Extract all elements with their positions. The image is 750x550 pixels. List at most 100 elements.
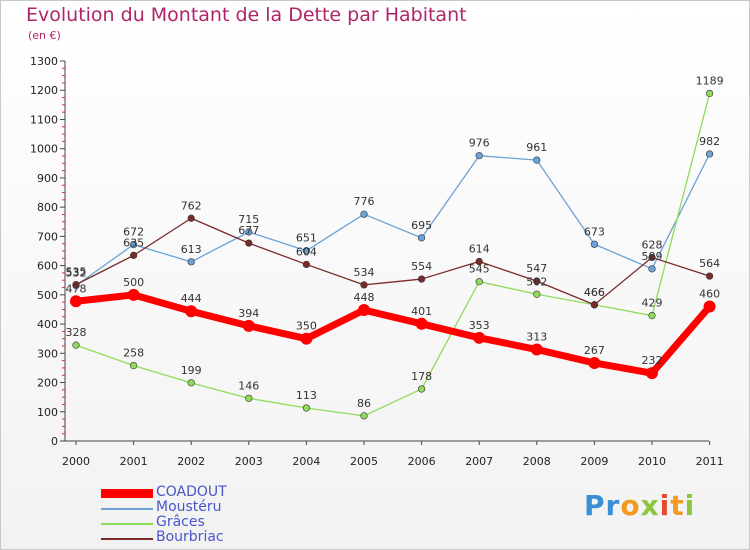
data-label: 982 [699,135,720,148]
data-point [533,156,541,164]
y-tick-label: 1200 [30,84,58,97]
data-point [72,341,80,349]
data-point [130,361,138,370]
x-tick-label: 2003 [235,455,263,468]
data-point [475,152,483,160]
data-point [245,228,253,236]
data-label: 672 [123,226,144,239]
series-line-2 [75,92,711,417]
data-point [648,265,656,273]
data-point [187,214,195,222]
chart-title: Evolution du Montant de la Dette par Hab… [26,4,467,26]
data-label: 258 [123,347,144,360]
data-point [418,275,426,283]
data-label: 961 [526,141,547,154]
data-label: 232 [642,354,663,367]
data-label: 146 [238,379,259,392]
proxiti-logo: Proxiti [584,489,696,522]
x-tick-label: 2001 [120,455,148,468]
data-point [648,253,656,262]
legend-label: Moustéru [156,499,222,515]
data-point [130,251,138,259]
data-label: 401 [411,305,432,318]
data-point [300,332,313,345]
data-point [475,257,483,266]
x-tick-label: 2006 [408,455,436,468]
data-label: 478 [66,282,87,295]
data-label: 762 [181,199,202,212]
data-point [187,379,195,387]
data-point [590,301,599,309]
data-label: 178 [411,370,432,383]
data-point [418,234,426,242]
data-point [703,300,716,313]
x-tick-label: 2009 [580,455,608,468]
data-point [646,367,658,380]
data-label: 547 [526,262,547,275]
series-line-0 [72,291,714,377]
y-tick-label: 1000 [30,143,58,156]
y-tick-label: 0 [51,435,58,448]
data-label: 353 [469,319,490,332]
data-point [185,305,198,318]
legend-label: Bourbriac [156,529,224,545]
chart-subtitle: (en €) [28,29,61,42]
data-point [70,295,82,308]
y-tick-label: 1300 [30,55,58,68]
x-tick-label: 2007 [465,455,493,468]
y-tick-label: 800 [37,201,58,214]
data-label: 613 [181,243,202,256]
data-label: 500 [123,276,144,289]
data-point [360,281,368,289]
data-point [530,343,543,356]
data-label: 460 [699,288,720,301]
y-tick-label: 700 [37,230,58,243]
series-line-1 [75,153,711,287]
legend-label: COADOUT [156,484,227,500]
y-tick-label: 600 [37,260,58,273]
data-point [360,412,368,420]
data-point [187,258,195,266]
data-label: 564 [699,257,720,270]
data-point [705,272,714,280]
y-tick-label: 900 [37,172,58,185]
data-label: 677 [238,224,259,237]
data-point [358,304,370,317]
data-label: 199 [181,364,202,377]
legend-swatch [101,507,153,510]
y-tick-label: 100 [37,406,58,419]
data-point [360,210,368,218]
data-label: 466 [584,286,605,299]
y-tick-label: 1100 [30,113,58,126]
data-point [302,404,311,412]
data-label: 635 [123,236,144,249]
data-label: 614 [469,243,490,256]
data-point [648,312,656,320]
legend-swatch [101,489,153,498]
data-label: 328 [66,326,87,339]
data-label: 628 [642,238,663,251]
data-point [415,317,428,330]
data-label: 695 [411,219,432,232]
data-point [705,150,714,158]
data-label: 715 [238,213,259,226]
data-label: 502 [526,275,547,288]
data-label: 776 [354,195,375,208]
data-label: 313 [526,331,547,344]
y-tick-label: 400 [37,318,58,331]
legend-label: Grâces [156,514,205,530]
data-point [127,288,140,301]
data-point [590,240,599,248]
data-point [302,260,311,269]
data-label: 651 [296,232,317,245]
data-label: 86 [357,397,371,410]
data-label: 466 [584,286,605,299]
series-line-3 [75,217,711,306]
data-label: 976 [469,137,490,150]
data-label: 350 [296,320,317,333]
data-point [302,247,311,255]
y-tick-label: 300 [37,347,58,360]
data-label: 394 [238,307,259,320]
